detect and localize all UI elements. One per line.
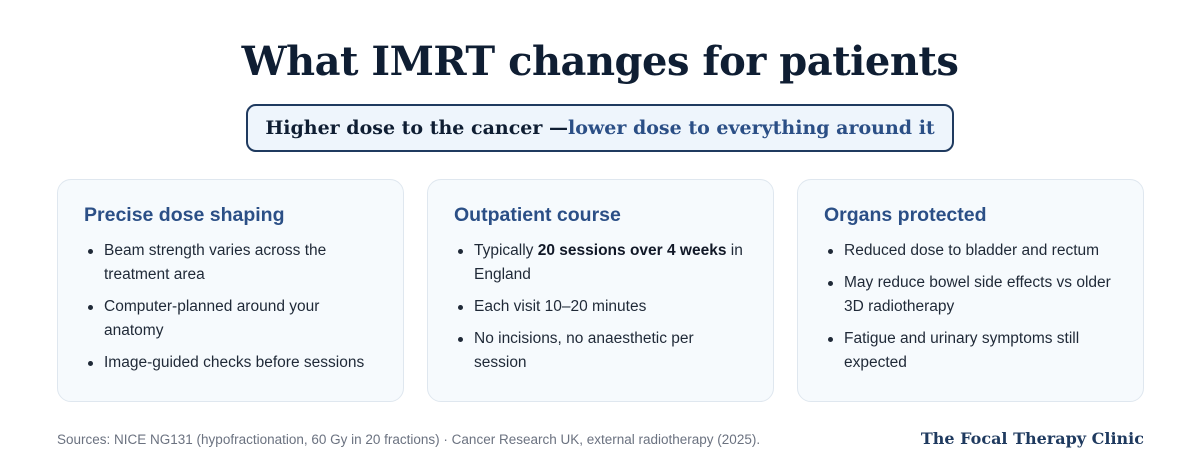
card-bullet-list: Beam strength varies across the treatmen… xyxy=(84,239,377,375)
card-precise-dose-shaping: Precise dose shaping Beam strength varie… xyxy=(57,179,404,402)
tagline-lead: Higher dose to the cancer — xyxy=(265,117,568,139)
list-item-text: in England xyxy=(474,242,743,283)
list-item: Each visit 10–20 minutes xyxy=(454,295,747,319)
list-item-emphasis: 20 sessions over 4 weeks xyxy=(537,242,727,259)
card-heading: Organs protected xyxy=(824,204,987,226)
card-heading: Outpatient course xyxy=(454,204,621,226)
card-bullet-list: Reduced dose to bladder and rectum May r… xyxy=(824,239,1117,375)
list-item: No incisions, no anaesthetic per session xyxy=(454,327,747,375)
sources-citation: Sources: NICE NG131 (hypofractionation, … xyxy=(57,432,761,447)
list-item: Image-guided checks before sessions xyxy=(84,351,377,375)
list-item: Beam strength varies across the treatmen… xyxy=(84,239,377,287)
card-outpatient-course: Outpatient course Typically 20 sessions … xyxy=(427,179,774,402)
tagline-accent: lower dose to everything around it xyxy=(568,117,935,139)
card-heading: Precise dose shaping xyxy=(84,204,285,226)
brand-name: The Focal Therapy Clinic xyxy=(920,429,1144,448)
list-item-text: Typically xyxy=(474,242,538,259)
card-bullet-list: Typically 20 sessions over 4 weeks in En… xyxy=(454,239,747,375)
list-item: May reduce bowel side effects vs older 3… xyxy=(824,271,1117,319)
page-title: What IMRT changes for patients xyxy=(241,38,959,85)
list-item: Typically 20 sessions over 4 weeks in En… xyxy=(454,239,747,287)
tagline-banner: Higher dose to the cancer — lower dose t… xyxy=(246,104,954,152)
card-organs-protected: Organs protected Reduced dose to bladder… xyxy=(797,179,1144,402)
list-item: Reduced dose to bladder and rectum xyxy=(824,239,1117,263)
list-item: Computer-planned around your anatomy xyxy=(84,295,377,343)
list-item: Fatigue and urinary symptoms still expec… xyxy=(824,327,1117,375)
